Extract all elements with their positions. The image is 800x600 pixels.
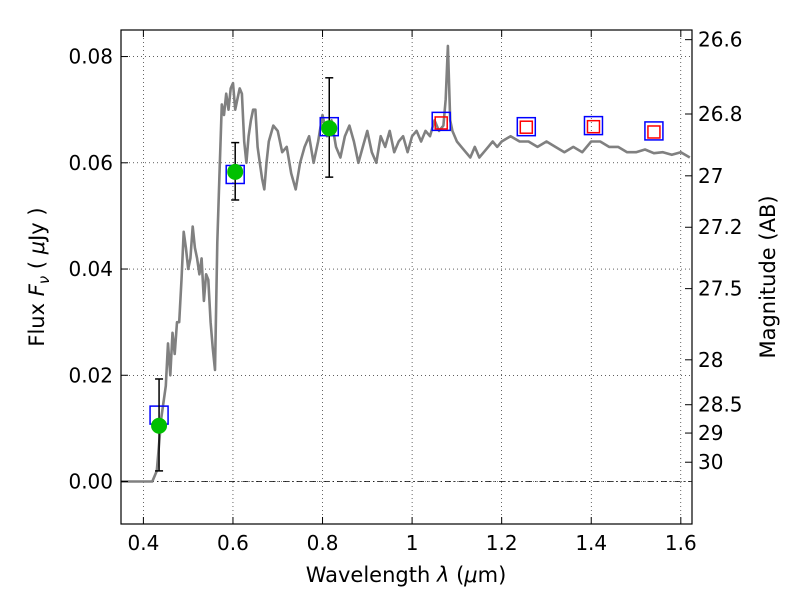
x-tick-label: 1.6 [665, 531, 697, 555]
green-data-point [151, 417, 168, 434]
magnitude-tick-label: 27 [698, 164, 723, 188]
magnitude-tick-label: 26.6 [698, 28, 743, 52]
magnitude-tick-label: 27.5 [698, 277, 743, 301]
magnitude-tick-label: 27.2 [698, 215, 743, 239]
y-tick-label: 0.00 [68, 470, 113, 494]
plot-series [121, 44, 691, 483]
magnitude-tick-label: 28.5 [698, 393, 743, 417]
x-tick-label: 0.8 [307, 531, 339, 555]
blue-square-marker [644, 121, 664, 141]
red-square-marker [647, 125, 661, 139]
magnitude-axis-label: Magnitude (AB) [756, 195, 780, 358]
red-square-marker [519, 120, 534, 134]
green-data-point [227, 163, 244, 180]
x-axis-ticks: 0.4 0.6 0.8 1 1.2 1.4 1.6 [127, 30, 697, 555]
spectrum-line [121, 44, 691, 483]
magnitude-tick-label: 30 [698, 450, 723, 474]
blue-square-marker [431, 111, 451, 132]
y-axis-label: Flux Fν ( μJy ) [25, 207, 53, 346]
y-axis-ticks: 0.00 0.02 0.04 0.06 0.08 [68, 45, 128, 494]
x-tick-label: 0.4 [127, 531, 159, 555]
y-tick-label: 0.08 [68, 45, 113, 69]
green-data-point [321, 120, 338, 137]
magnitude-axis-ticks: 26.6 26.8 27 27.2 27.5 28 28.5 29 30 [685, 28, 743, 474]
red-square-marker [586, 119, 601, 134]
blue-square-marker [516, 116, 537, 137]
y-tick-label: 0.04 [68, 257, 113, 281]
x-tick-label: 1 [406, 531, 419, 555]
x-tick-label: 1.2 [486, 531, 518, 555]
plot-frame [120, 29, 693, 525]
x-axis-label: Wavelength λ (μm) [306, 563, 507, 587]
red-square-marker [434, 116, 448, 130]
y-tick-label: 0.02 [68, 363, 113, 387]
y-tick-label: 0.06 [68, 151, 113, 175]
magnitude-tick-label: 28 [698, 348, 723, 372]
x-tick-label: 1.4 [575, 531, 607, 555]
magnitude-tick-label: 29 [698, 421, 723, 445]
magnitude-tick-label: 26.8 [698, 102, 743, 126]
x-tick-label: 0.6 [217, 531, 249, 555]
blue-square-marker [583, 115, 604, 136]
